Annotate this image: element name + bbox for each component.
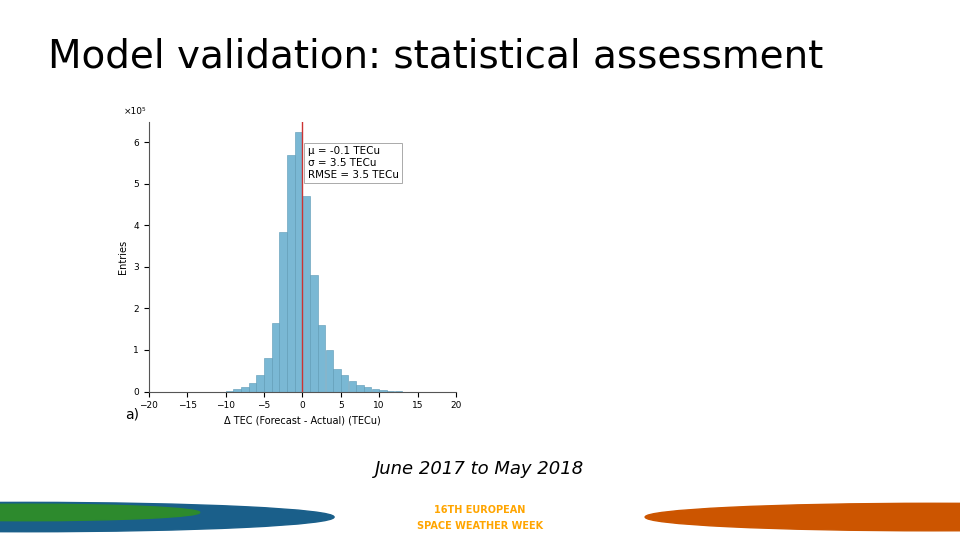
Bar	[272, 323, 279, 391]
Bar	[387, 390, 395, 391]
Text: 16TH EUROPEAN: 16TH EUROPEAN	[434, 505, 526, 515]
Bar	[264, 358, 272, 392]
Bar	[295, 132, 302, 392]
Text: June 2017 to May 2018: June 2017 to May 2018	[375, 460, 585, 478]
Bar	[333, 369, 341, 392]
Text: Cesaroni et al.: Cesaroni et al.	[179, 512, 244, 522]
Bar	[256, 375, 264, 392]
Y-axis label: Entries: Entries	[118, 239, 128, 274]
Bar	[310, 275, 318, 391]
Text: ×10⁵: ×10⁵	[124, 107, 147, 116]
Text: Model validation: statistical assessment: Model validation: statistical assessment	[48, 38, 824, 76]
Text: Forecasting ionospheric Total Electron Content at global level one day in advanc: Forecasting ionospheric Total Electron C…	[506, 512, 876, 522]
Bar	[379, 390, 387, 392]
Bar	[341, 375, 348, 392]
Bar	[356, 385, 364, 392]
Circle shape	[0, 504, 200, 521]
Bar	[302, 196, 310, 392]
Bar	[318, 325, 325, 392]
Circle shape	[645, 503, 960, 531]
Text: SPACE WEATHER WEEK: SPACE WEATHER WEEK	[417, 521, 543, 531]
Text: a): a)	[125, 408, 139, 422]
Bar	[364, 387, 372, 392]
Bar	[279, 232, 287, 392]
Bar	[325, 350, 333, 392]
Bar	[348, 381, 356, 391]
Bar	[241, 387, 249, 392]
Bar	[233, 389, 241, 392]
Circle shape	[0, 502, 334, 532]
Text: μ = -0.1 TECu
σ = 3.5 TECu
RMSE = 3.5 TECu: μ = -0.1 TECu σ = 3.5 TECu RMSE = 3.5 TE…	[308, 146, 398, 180]
Bar	[249, 383, 256, 392]
Bar	[226, 390, 233, 391]
Bar	[287, 155, 295, 392]
X-axis label: Δ TEC (Forecast - Actual) (TECu): Δ TEC (Forecast - Actual) (TECu)	[224, 416, 381, 426]
Bar	[372, 389, 379, 392]
